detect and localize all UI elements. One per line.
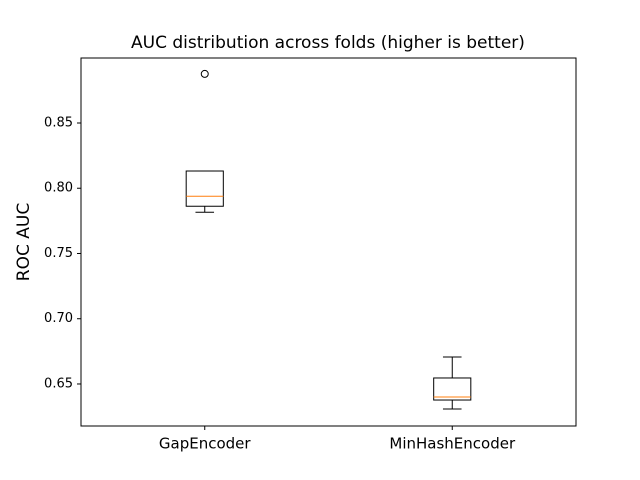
x-tick-label: GapEncoder: [159, 435, 251, 453]
y-tick-label: 0.80: [44, 181, 73, 196]
y-tick-label: 0.85: [44, 115, 73, 130]
x-tick-label: MinHashEncoder: [389, 435, 516, 453]
y-axis-label: ROC AUC: [14, 203, 34, 281]
box: [433, 377, 472, 401]
chart-title: AUC distribution across folds (higher is…: [131, 33, 525, 53]
box: [185, 170, 224, 207]
y-tick-label: 0.65: [44, 376, 73, 391]
y-tick-label: 0.70: [44, 311, 73, 326]
outlier: [200, 69, 209, 78]
y-tick-label: 0.75: [44, 246, 73, 261]
plot-frame: [80, 57, 577, 427]
